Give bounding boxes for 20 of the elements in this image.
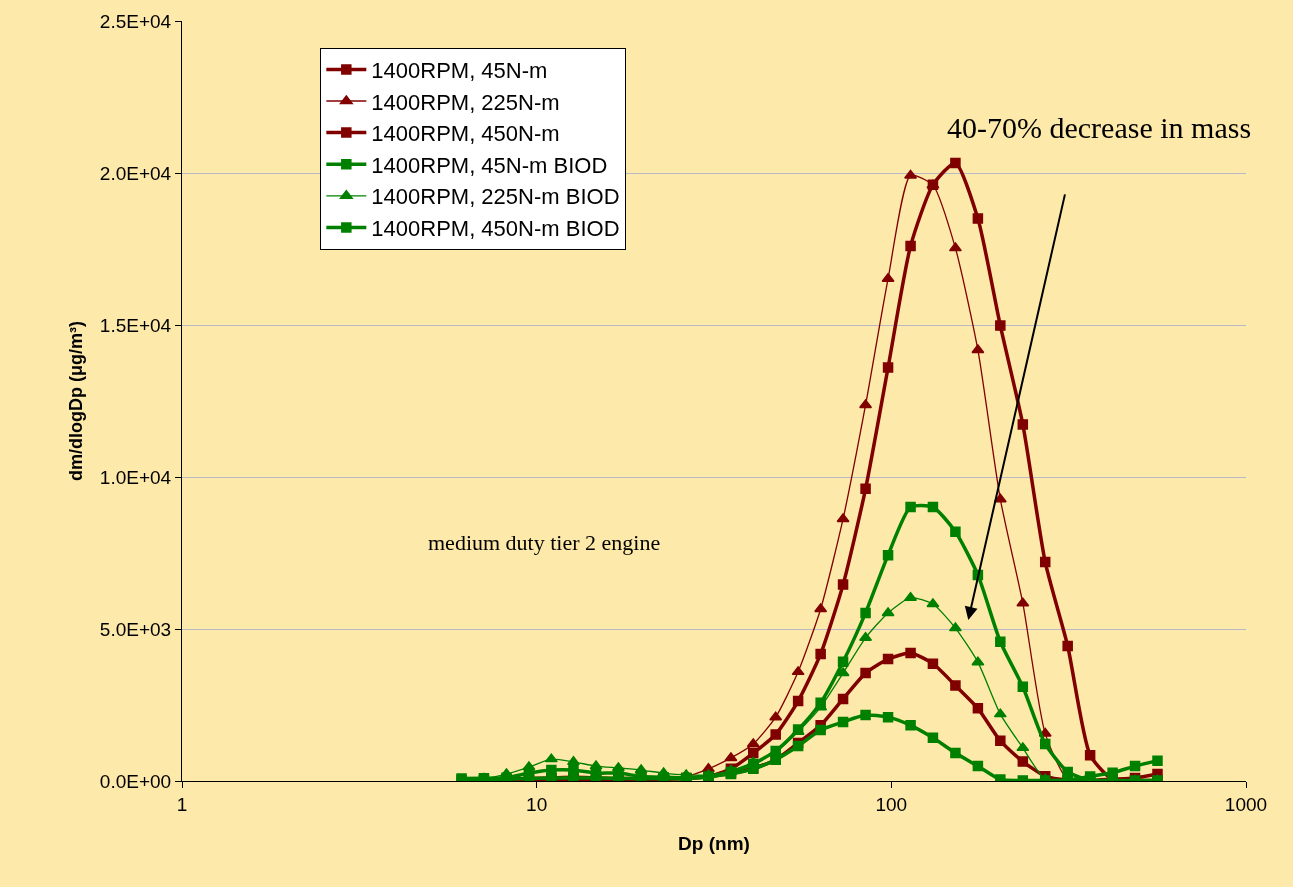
y-tick-label: 1.5E+04 <box>99 314 172 336</box>
y-tick-label: 2.0E+04 <box>99 162 172 184</box>
x-tick-label: 10 <box>526 793 548 815</box>
annotation: 40-70% decrease in mass <box>947 111 1252 144</box>
y-axis-title: dm/dlogDp (μg/m³) <box>66 321 87 481</box>
legend-label: 1400RPM, 450N-m <box>371 121 560 147</box>
y-tick-label: 2.5E+04 <box>99 10 172 32</box>
x-tick-label: 1000 <box>1224 793 1268 815</box>
x-axis-title: Dp (nm) <box>678 832 750 854</box>
legend-label: 1400RPM, 45N-m <box>371 57 548 83</box>
x-tick-label: 1 <box>176 793 188 815</box>
legend-label: 1400RPM, 45N-m BIOD <box>371 152 608 178</box>
annotation: medium duty tier 2 engine <box>428 530 661 555</box>
y-tick-label: 5.0E+03 <box>99 618 172 640</box>
legend-label: 1400RPM, 225N-m <box>371 89 560 115</box>
legend-label: 1400RPM, 450N-m BIOD <box>371 215 620 241</box>
y-tick-label: 1.0E+04 <box>99 466 172 488</box>
legend-label: 1400RPM, 225N-m BIOD <box>371 184 620 210</box>
x-tick-label: 100 <box>875 793 908 815</box>
y-tick-label: 0.0E+00 <box>99 770 172 792</box>
